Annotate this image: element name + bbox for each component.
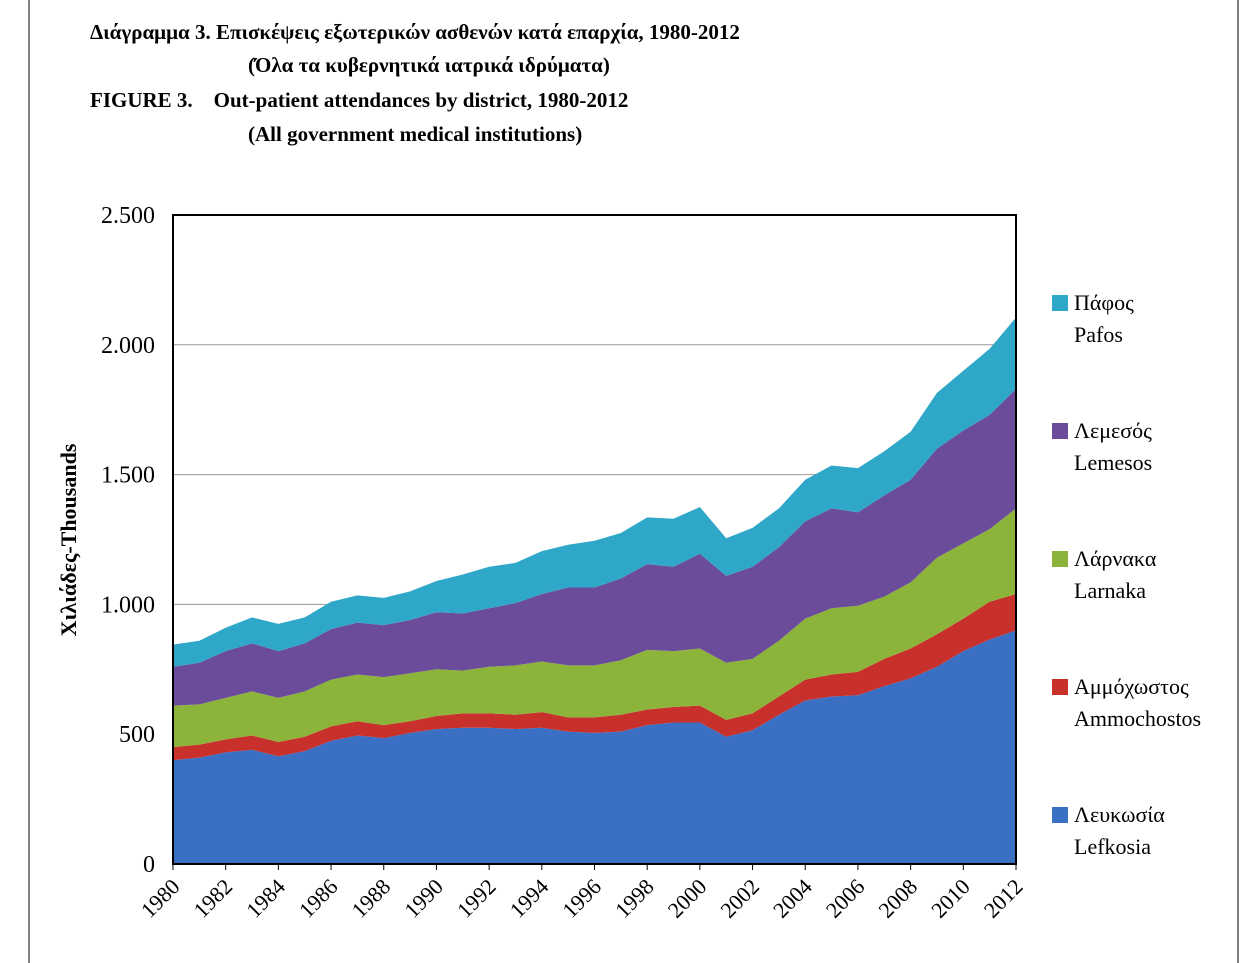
legend-entry: Λάρνακα Larnaka — [1052, 543, 1156, 607]
y-tick-label: 0 — [143, 852, 155, 878]
legend-swatch — [1052, 295, 1068, 311]
x-tick-label: 2012 — [979, 874, 1028, 923]
legend-label: Λευκωσία Lefkosia — [1074, 802, 1165, 859]
area — [173, 388, 1016, 706]
x-tick-label: 1996 — [557, 874, 606, 923]
x-tick-label: 1998 — [610, 874, 659, 923]
legend-entry: Λευκωσία Lefkosia — [1052, 799, 1165, 863]
legend-label: Αμμόχωστος Ammochostos — [1074, 674, 1202, 731]
x-tick-label: 2010 — [926, 874, 975, 923]
x-tick-label: 1986 — [294, 874, 343, 923]
x-tick-label: 1982 — [188, 874, 237, 923]
title: FIGURE 3. Out-patient attendances by dis… — [90, 88, 629, 112]
y-axis-label: Χιλιάδες-Thousands — [56, 443, 81, 636]
y-tick-label: 1.000 — [101, 592, 155, 618]
legend-entry: Λεμεσός Lemesos — [1052, 415, 1152, 479]
x-tick-label: 1980 — [136, 874, 185, 923]
legend-label: Πάφος Pafos — [1074, 290, 1134, 347]
area — [173, 594, 1016, 761]
x-tick-label: 2006 — [821, 874, 870, 923]
legend-label: Λεμεσός Lemesos — [1074, 418, 1153, 475]
x-tick-label: 2008 — [873, 874, 922, 923]
x-tick-label: 1994 — [505, 874, 554, 923]
x-tick-label: 2002 — [715, 874, 764, 923]
legend-swatch — [1052, 423, 1068, 439]
y-tick-label: 2.500 — [101, 203, 155, 229]
x-tick-label: 1984 — [241, 874, 290, 923]
x-tick-label: 1990 — [399, 874, 448, 923]
area — [173, 508, 1016, 748]
area — [173, 317, 1016, 667]
legend-entry: Πάφος Pafos — [1052, 287, 1134, 351]
legend-entry: Αμμόχωστος Ammochostos — [1052, 671, 1201, 735]
x-tick-label: 2004 — [768, 874, 817, 923]
legend-swatch — [1052, 551, 1068, 567]
legend-label: Λάρνακα Larnaka — [1074, 546, 1157, 603]
title: Διάγραμμα 3. Επισκέψεις εξωτερικών ασθεν… — [90, 20, 740, 44]
x-tick-label: 1992 — [452, 874, 501, 923]
title: (All government medical institutions) — [248, 122, 583, 146]
y-tick-label: 1.500 — [101, 463, 155, 489]
x-tick-label: 1988 — [346, 874, 395, 923]
legend-swatch — [1052, 807, 1068, 823]
area — [173, 630, 1016, 864]
title: (Όλα τα κυβερνητικά ιατρικά ιδρύματα) — [248, 53, 610, 77]
x-tick-label: 2000 — [663, 874, 712, 923]
y-tick-label: 500 — [119, 722, 155, 748]
legend-swatch — [1052, 679, 1068, 695]
y-tick-label: 2.000 — [101, 333, 155, 359]
